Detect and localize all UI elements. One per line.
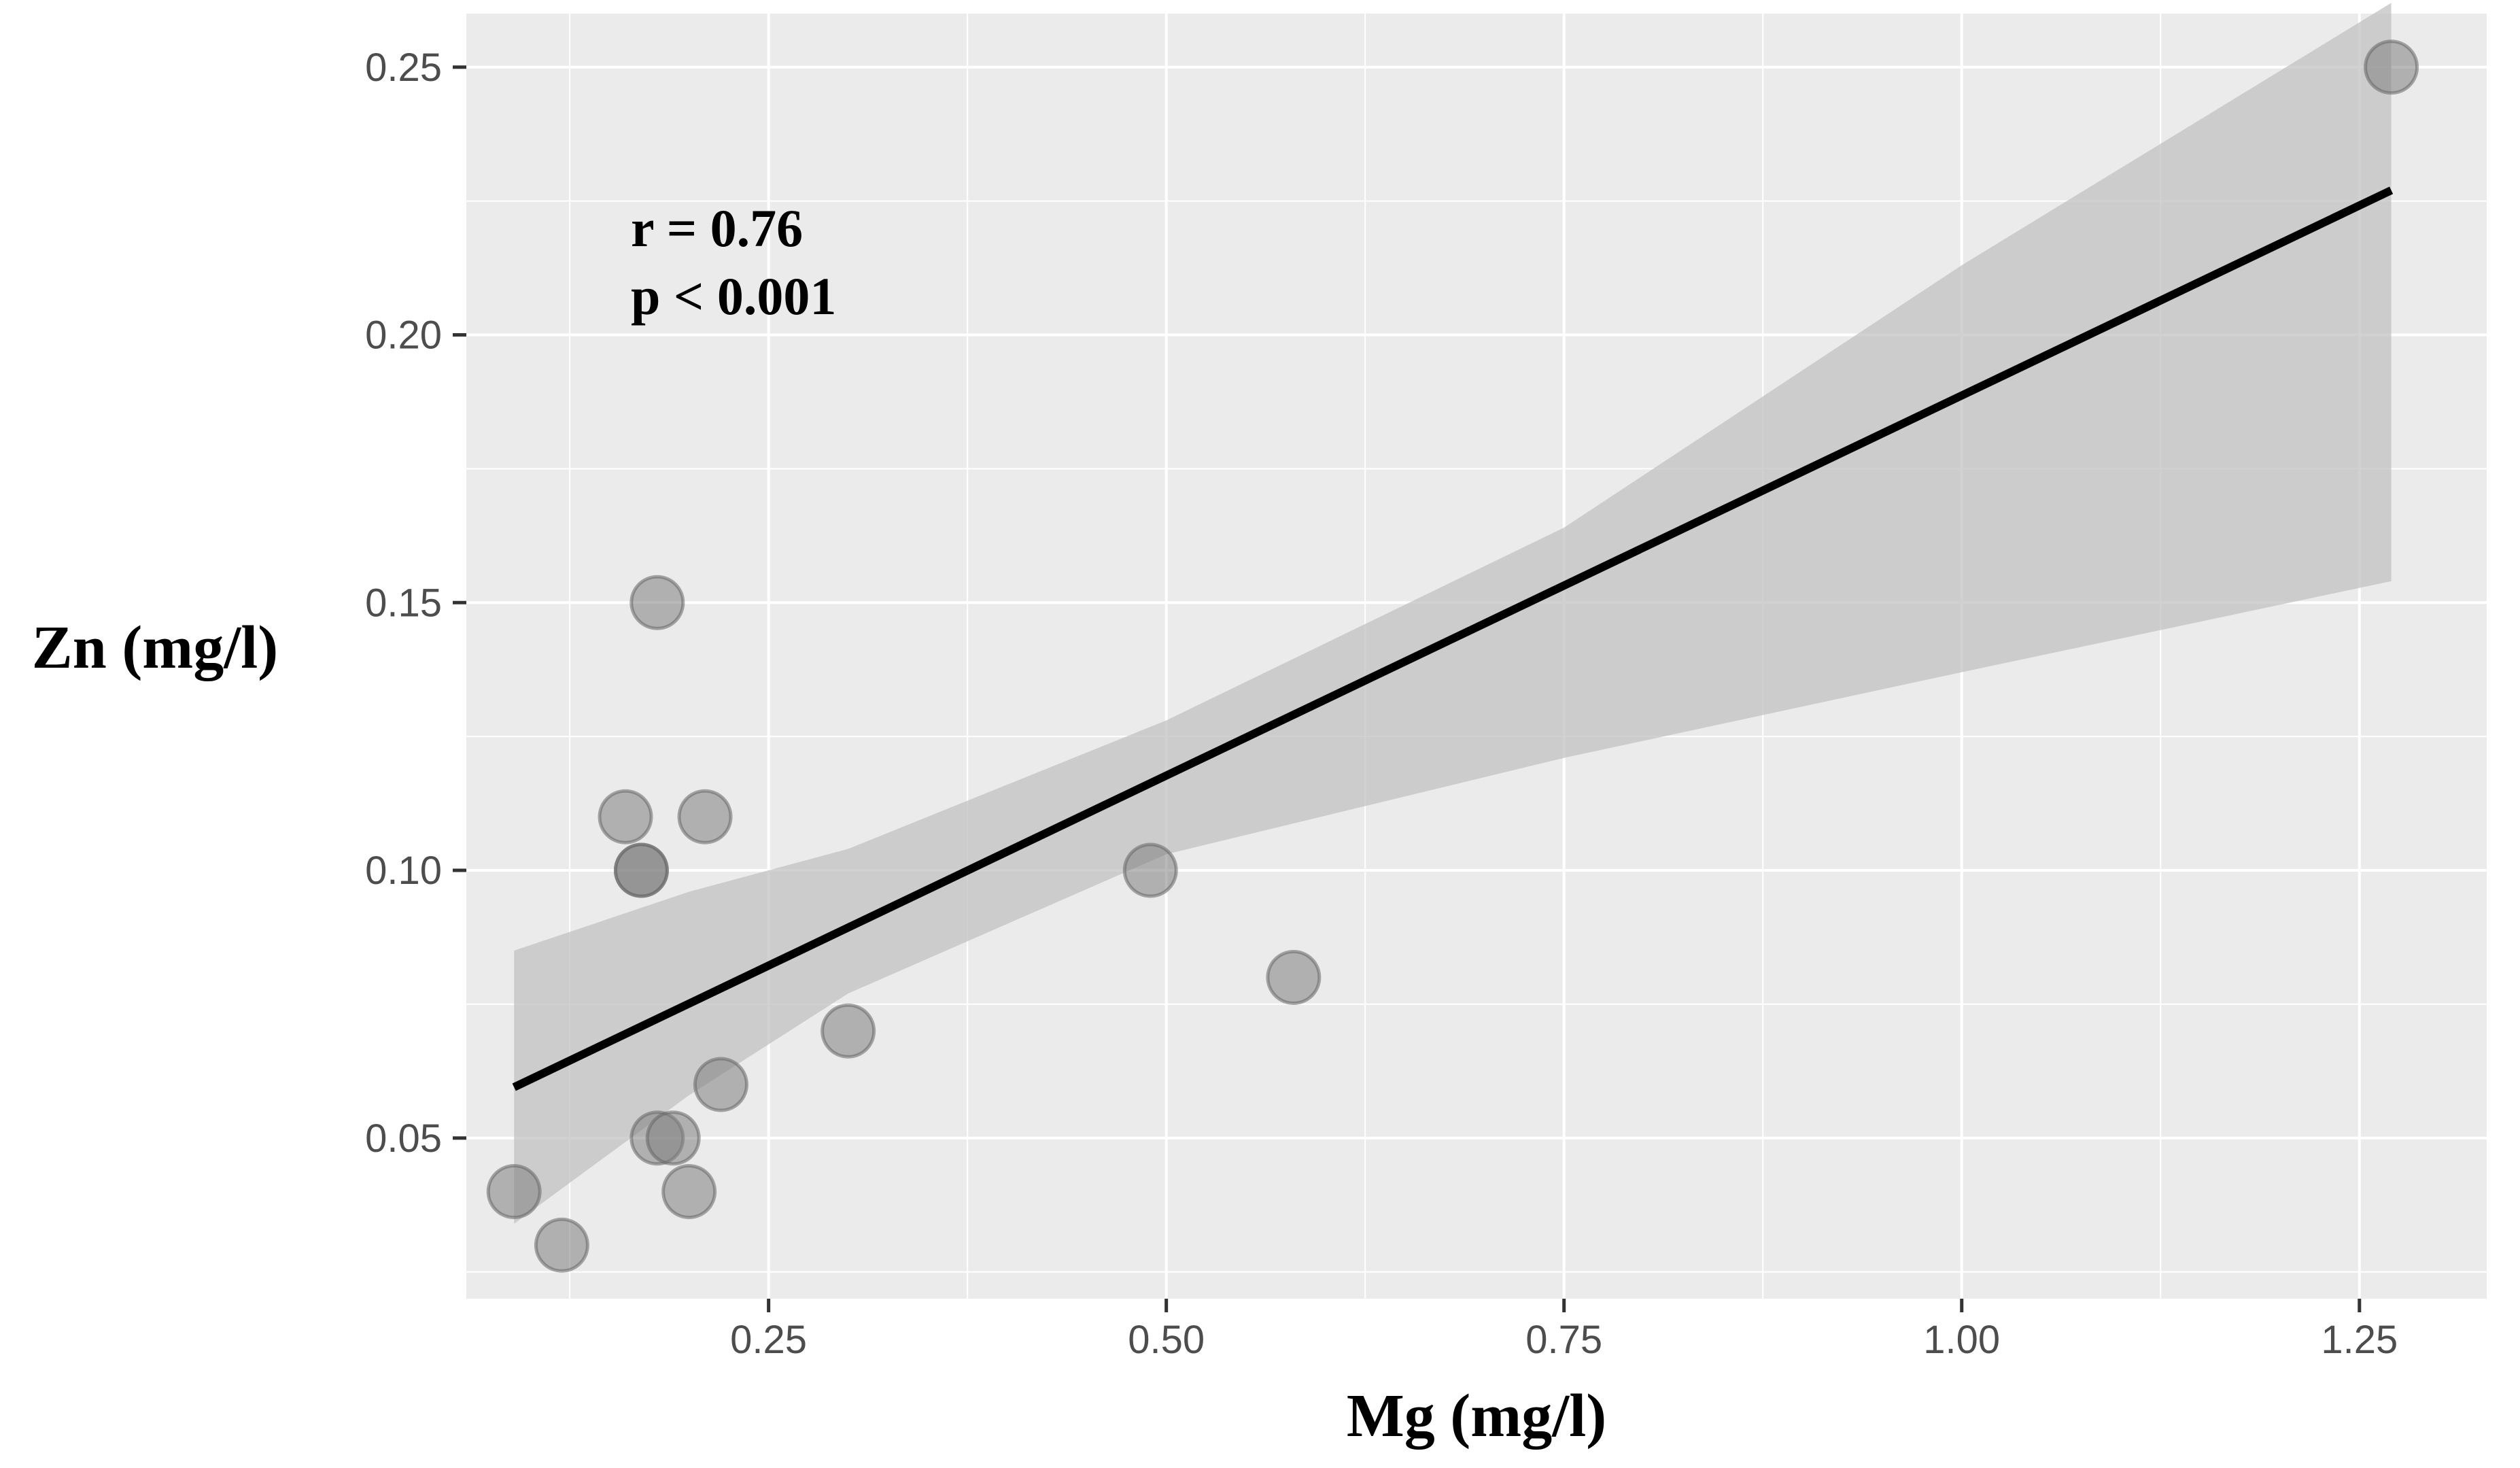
y-tick-label: 0.15 <box>365 581 442 625</box>
regression-line <box>512 186 2394 1091</box>
y-tick-label: 0.05 <box>365 1116 442 1161</box>
x-tick-label: 1.00 <box>1923 1318 2000 1362</box>
data-point <box>821 1003 876 1059</box>
x-tick-label: 0.25 <box>730 1318 807 1362</box>
data-point <box>677 789 733 844</box>
data-points <box>486 39 2419 1273</box>
correlation-p-text: p < 0.001 <box>631 267 836 326</box>
x-tick-label: 1.25 <box>2321 1318 2398 1362</box>
y-tick-label: 0.20 <box>365 313 442 358</box>
data-point <box>2364 39 2419 95</box>
data-point <box>661 1164 717 1219</box>
data-point <box>613 842 669 898</box>
data-point <box>693 1057 748 1112</box>
data-point <box>1266 950 1322 1005</box>
data-point <box>486 1164 542 1219</box>
data-point <box>534 1217 589 1273</box>
y-axis-ticks: 0.05 0.10 0.15 0.20 0.25 <box>365 46 466 1161</box>
y-axis-title: Zn (mg/l) <box>32 614 279 681</box>
confidence-band <box>514 3 2392 1224</box>
y-tick-label: 0.25 <box>365 46 442 90</box>
x-tick-label: 0.75 <box>1525 1318 1602 1362</box>
correlation-r-text: r = 0.76 <box>631 199 803 258</box>
y-tick-label: 0.10 <box>365 849 442 893</box>
data-point <box>645 1110 701 1166</box>
x-axis-ticks: 0.25 0.50 0.75 1.00 1.25 <box>730 1299 2398 1362</box>
data-point <box>629 575 685 630</box>
data-point <box>1122 842 1178 898</box>
x-tick-label: 0.50 <box>1128 1318 1205 1362</box>
x-axis-title: Mg (mg/l) <box>1347 1382 1606 1450</box>
data-point <box>598 789 653 844</box>
